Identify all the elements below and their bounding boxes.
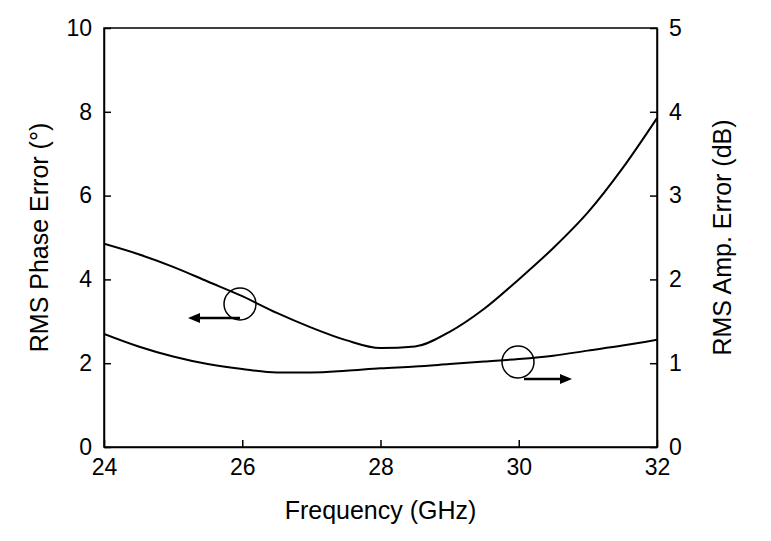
tick-label: 5 bbox=[669, 15, 682, 41]
tick: 5 bbox=[650, 15, 682, 41]
y-axis-title: RMS Phase Error (°) bbox=[25, 123, 53, 352]
annotation-arrow bbox=[524, 378, 560, 381]
tick: 2 bbox=[650, 266, 682, 292]
tick-label: 30 bbox=[506, 454, 532, 480]
tick: 8 bbox=[79, 99, 111, 125]
annotation-arrow bbox=[200, 317, 240, 320]
tick-mark bbox=[104, 195, 111, 197]
tick: 4 bbox=[79, 266, 111, 292]
tick-label: 0 bbox=[669, 434, 682, 460]
tick-mark bbox=[104, 363, 111, 365]
series-line bbox=[104, 334, 657, 373]
tick: 30 bbox=[506, 440, 532, 480]
tick-mark bbox=[380, 440, 382, 447]
plot-frame bbox=[104, 28, 657, 447]
tick-mark bbox=[650, 363, 657, 365]
tick: 3 bbox=[650, 182, 682, 208]
tick-mark bbox=[650, 195, 657, 197]
tick: 2 bbox=[79, 350, 111, 376]
x-axis-title: Frequency (GHz) bbox=[285, 496, 477, 524]
tick-label: 32 bbox=[645, 454, 671, 480]
series-line bbox=[104, 118, 657, 348]
tick: 26 bbox=[230, 440, 256, 480]
tick: 1 bbox=[650, 350, 682, 376]
tick-label: 28 bbox=[368, 454, 394, 480]
tick-label: 2 bbox=[79, 350, 92, 376]
tick-label: 4 bbox=[79, 266, 92, 292]
annotation-circle bbox=[502, 346, 534, 378]
tick-mark bbox=[104, 112, 111, 114]
y-axis: 0 2 4 6 8 10 bbox=[66, 15, 111, 460]
tick-mark bbox=[242, 440, 244, 447]
tick-mark bbox=[650, 112, 657, 114]
tick-label: 1 bbox=[669, 350, 682, 376]
annotation-arrowhead bbox=[188, 313, 200, 323]
tick-mark bbox=[519, 440, 521, 447]
y2-axis: 0 1 2 3 4 5 bbox=[650, 15, 682, 460]
y2-axis-title: RMS Amp. Error (dB) bbox=[708, 119, 736, 355]
tick-mark bbox=[104, 279, 111, 281]
y2-axis-line bbox=[657, 29, 659, 448]
tick-mark bbox=[650, 28, 657, 30]
tick-label: 24 bbox=[92, 454, 118, 480]
plot: 24262830320246810012345 bbox=[66, 15, 682, 480]
tick-label: 3 bbox=[669, 182, 682, 208]
tick: 28 bbox=[368, 440, 394, 480]
tick: 0 bbox=[79, 434, 111, 460]
tick: 0 bbox=[650, 434, 682, 460]
annotation-arrowhead bbox=[560, 374, 572, 384]
tick-label: 2 bbox=[669, 266, 682, 292]
y-axis-line bbox=[104, 29, 106, 448]
tick: 6 bbox=[79, 182, 111, 208]
tick-mark bbox=[104, 28, 111, 30]
tick-label: 0 bbox=[79, 434, 92, 460]
tick-label: 6 bbox=[79, 182, 92, 208]
tick-mark bbox=[104, 447, 111, 449]
tick-label: 4 bbox=[669, 99, 682, 125]
tick-mark bbox=[650, 279, 657, 281]
tick-label: 8 bbox=[79, 99, 92, 125]
annotation-circle bbox=[224, 288, 256, 320]
chart: 24262830320246810012345Frequency (GHz)RM… bbox=[0, 0, 771, 541]
tick-label: 26 bbox=[230, 454, 256, 480]
x-axis: 24 26 28 30 32 bbox=[92, 440, 671, 480]
annotations bbox=[188, 288, 572, 384]
tick-mark bbox=[650, 447, 657, 449]
tick-label: 10 bbox=[66, 15, 92, 41]
lines bbox=[104, 118, 657, 372]
tick: 10 bbox=[66, 15, 111, 41]
